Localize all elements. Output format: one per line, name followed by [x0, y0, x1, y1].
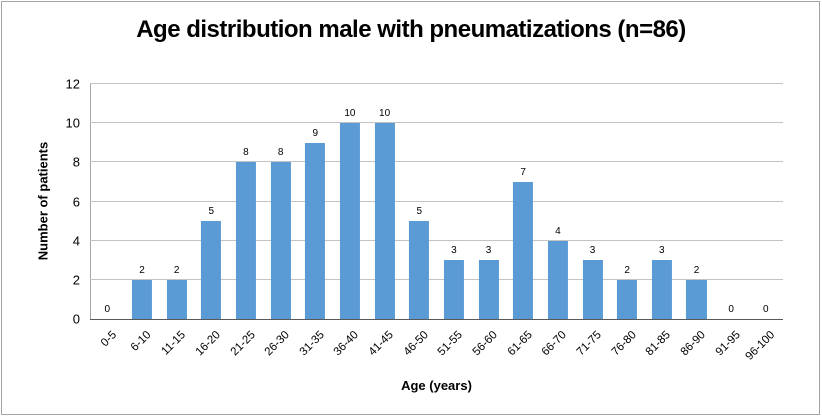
x-tick-label-46-50: 46-50 — [401, 329, 431, 359]
bar-36-40 — [339, 123, 360, 319]
bar-slot-81-85: 3 — [645, 84, 680, 319]
data-label-41-45: 10 — [379, 108, 391, 120]
data-label-51-55: 3 — [451, 245, 457, 257]
x-tick-label-61-65: 61-65 — [505, 329, 535, 359]
bar-slot-61-65: 7 — [506, 84, 541, 319]
bar-slot-31-35: 9 — [298, 84, 333, 319]
data-label-26-30: 8 — [277, 147, 284, 159]
gridline-y-10 — [90, 122, 783, 124]
data-label-36-40: 10 — [344, 108, 356, 120]
bar-46-50 — [409, 221, 430, 319]
data-label-21-25: 8 — [243, 147, 249, 159]
bar-21-25 — [235, 162, 256, 319]
y-tick-label-8: 8 — [72, 154, 80, 170]
bar-slot-46-50: 5 — [402, 84, 437, 319]
bar-11-15 — [166, 279, 187, 319]
chart-title: Age distribution male with pneumatizatio… — [136, 16, 686, 43]
bar-66-70 — [547, 240, 568, 319]
x-tick-label-26-30: 26-30 — [262, 329, 293, 359]
bar-slot-21-25: 8 — [229, 84, 264, 319]
x-tick-label-86-90: 86-90 — [678, 329, 708, 359]
bar-slot-0-5: 0 — [90, 84, 125, 319]
bar-slot-6-10: 2 — [125, 84, 160, 319]
gridline-y-12 — [90, 83, 783, 84]
y-tick-label-4: 4 — [72, 233, 80, 249]
bar-slot-76-80: 2 — [610, 84, 645, 319]
y-tick-label-0: 0 — [72, 311, 80, 327]
data-label-0-5: 0 — [104, 304, 111, 315]
bar-76-80 — [617, 279, 638, 319]
data-label-11-15: 2 — [173, 264, 180, 276]
data-label-46-50: 5 — [416, 206, 423, 218]
data-label-71-75: 3 — [589, 245, 596, 257]
data-label-91-95: 0 — [728, 304, 734, 315]
x-tick-label-71-75: 71-75 — [574, 329, 604, 359]
x-tick-label-31-35: 31-35 — [297, 329, 327, 359]
bar-61-65 — [513, 181, 534, 319]
x-tick-label-21-25: 21-25 — [228, 329, 258, 359]
x-axis-tick-labels: 0-5 6-10 11-15 16-20 21-25 26-30 31-35 36-40 41-… — [90, 325, 783, 379]
bar-31-35 — [305, 142, 326, 319]
bar-slot-66-70: 4 — [541, 84, 576, 319]
gridline-y-8 — [90, 161, 783, 163]
x-axis-line — [90, 319, 783, 320]
y-axis-tick-labels: 0 2 4 6 8 10 12 — [42, 77, 80, 327]
bar-slot-26-30: 8 — [263, 84, 298, 319]
bar-series: 0 2 2 5 8 8 9 10 10 5 3 3 7 4 3 2 3 2 0 0 — [90, 84, 783, 319]
gridline-y-6 — [90, 200, 783, 202]
bar-slot-11-15: 2 — [159, 84, 194, 319]
bar-slot-86-90: 2 — [679, 84, 714, 319]
bar-slot-96-100: 0 — [748, 84, 783, 319]
data-label-61-65: 7 — [520, 166, 526, 178]
x-tick-label-36-40: 36-40 — [332, 329, 362, 359]
x-tick-label-16-20: 16-20 — [193, 329, 223, 359]
bar-41-45 — [374, 123, 395, 319]
bar-slot-51-55: 3 — [437, 84, 472, 319]
bar-slot-91-95: 0 — [714, 84, 749, 319]
x-tick-label-11-15: 11-15 — [159, 329, 189, 358]
data-label-56-60: 3 — [485, 245, 492, 257]
bar-slot-41-45: 10 — [367, 84, 402, 319]
bar-51-55 — [443, 260, 464, 319]
bar-slot-16-20: 5 — [194, 84, 229, 319]
x-tick-label-0-5: 0-5 — [98, 329, 119, 350]
x-tick-label-41-45: 41-45 — [366, 329, 397, 359]
x-axis-title: Age (years) — [401, 378, 472, 393]
data-label-66-70: 4 — [555, 225, 561, 237]
y-tick-label-10: 10 — [65, 115, 80, 131]
x-tick-label-56-60: 56-60 — [470, 329, 500, 359]
bar-6-10 — [131, 279, 153, 319]
bar-56-60 — [478, 260, 499, 319]
bar-16-20 — [201, 221, 222, 319]
data-label-81-85: 3 — [659, 245, 665, 257]
y-tick-label-6: 6 — [72, 194, 80, 209]
bar-slot-71-75: 3 — [575, 84, 610, 319]
gridline-y-4 — [90, 239, 783, 241]
bar-slot-36-40: 10 — [333, 84, 368, 319]
gridline-y-2 — [90, 278, 783, 280]
bar-slot-56-60: 3 — [471, 84, 506, 319]
y-axis-line — [90, 84, 91, 319]
x-tick-label-51-55: 51-55 — [436, 329, 466, 359]
x-tick-label-96-100: 96-100 — [743, 329, 778, 363]
bar-81-85 — [651, 260, 672, 319]
y-tick-label-12: 12 — [65, 76, 80, 92]
bar-26-30 — [270, 162, 291, 319]
data-label-6-10: 2 — [139, 264, 145, 276]
x-tick-label-6-10: 6-10 — [128, 329, 154, 354]
y-tick-label-2: 2 — [72, 272, 80, 288]
x-tick-label-66-70: 66-70 — [539, 329, 570, 359]
data-label-31-35: 9 — [312, 127, 319, 139]
x-tick-label-76-80: 76-80 — [609, 329, 639, 359]
bar-86-90 — [686, 279, 707, 319]
plot-area: 0 2 2 5 8 8 9 10 10 5 3 3 7 4 3 2 3 2 0 0 — [90, 83, 783, 320]
x-tick-label-81-85: 81-85 — [643, 329, 674, 359]
data-label-96-100: 0 — [763, 304, 769, 315]
data-label-16-20: 5 — [208, 206, 215, 218]
x-tick-label-91-95: 91-95 — [713, 329, 743, 359]
data-label-76-80: 2 — [624, 264, 630, 276]
data-label-86-90: 2 — [693, 264, 700, 276]
bar-71-75 — [582, 260, 603, 319]
